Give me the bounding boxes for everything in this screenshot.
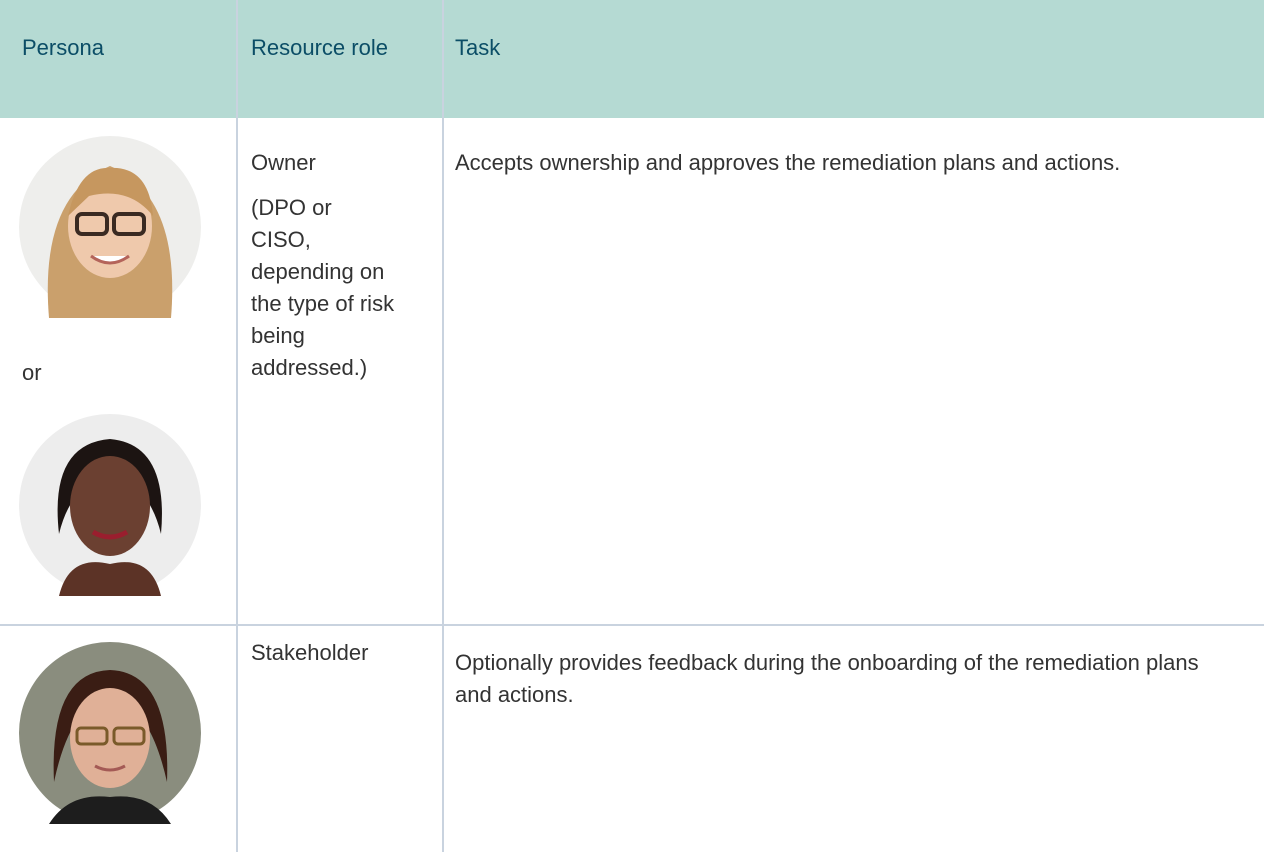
persona-avatar — [19, 136, 201, 318]
role-note-line: being — [251, 323, 305, 348]
column-border — [442, 0, 444, 852]
persona-separator: or — [22, 360, 42, 385]
resource-role: Owner — [251, 150, 316, 175]
resource-role: Stakeholder — [251, 640, 369, 665]
header-cell: Persona — [22, 35, 104, 60]
row-border — [0, 624, 1264, 626]
role-note-line: the type of risk — [251, 291, 395, 316]
header-cell: Task — [455, 35, 501, 60]
persona-avatar — [19, 414, 201, 596]
table-header — [0, 0, 1264, 118]
column-border — [236, 0, 238, 852]
role-note-line: (DPO or — [251, 195, 332, 220]
role-note: (DPO or CISO, depending on the type of risk… — [251, 192, 436, 384]
role-note-line: addressed.) — [251, 355, 368, 380]
task-text: Optionally provides feedback during the … — [455, 650, 1199, 707]
header-cell: Resource role — [251, 35, 388, 60]
role-note-line: depending on — [251, 259, 385, 284]
task-text: Accepts ownership and approves the remed… — [455, 150, 1121, 175]
role-note-line: CISO, — [251, 227, 311, 252]
persona-avatar — [19, 642, 201, 824]
